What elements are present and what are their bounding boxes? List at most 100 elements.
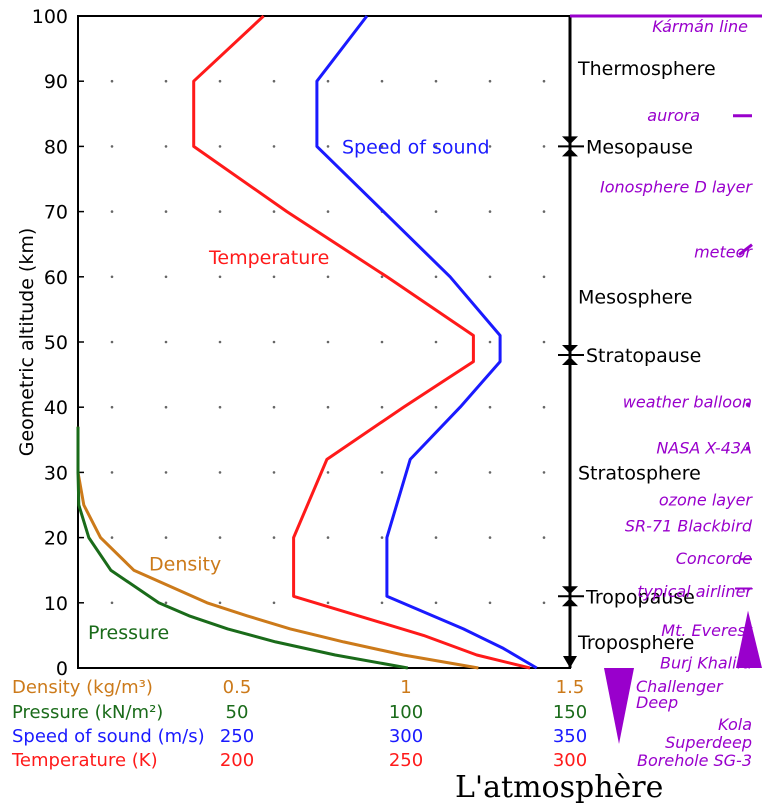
x-axis-tick-label: 50	[226, 702, 249, 723]
series-lines	[76, 14, 538, 670]
grid-dot	[488, 340, 492, 344]
layer-boundary-marker	[562, 345, 578, 366]
grid-dot	[218, 601, 222, 605]
grid-dot	[110, 405, 114, 409]
series-label-temperature: Temperature	[208, 247, 329, 269]
annotation-label: Challenger	[636, 677, 724, 696]
annotation-label: Concorde	[676, 549, 752, 568]
grid-dot	[164, 79, 168, 83]
weather-balloon-marker	[745, 402, 751, 407]
grid-dot	[164, 145, 168, 148]
layer-label: Troposphere	[577, 632, 694, 654]
grid-dot	[110, 536, 114, 539]
grid-dot	[380, 79, 384, 83]
grid-dot	[488, 471, 492, 474]
grid-dot	[272, 275, 276, 279]
grid-dot	[542, 471, 546, 474]
grid-dot	[218, 79, 222, 83]
grid-dot	[542, 79, 546, 83]
grid-dot	[542, 145, 546, 148]
grid-dot	[218, 471, 222, 474]
grid-dot	[164, 340, 168, 344]
layer-axis-arrow	[563, 656, 577, 668]
annotation-label: Kola	[718, 715, 752, 734]
grid-dot	[434, 275, 438, 279]
layer-boundary-marker	[562, 586, 578, 607]
grid-dot	[218, 340, 222, 344]
grid-dot	[542, 340, 546, 344]
grid-dots	[110, 79, 546, 605]
grid-dot	[488, 210, 492, 213]
y-tick-label: 50	[44, 332, 68, 354]
annotation-label: Mt. Everest	[661, 621, 752, 640]
grid-dot	[542, 210, 546, 213]
annotation-label: meteor	[694, 243, 753, 262]
y-tick-label: 10	[44, 593, 68, 615]
grid-dot	[380, 471, 384, 474]
grid-dot	[380, 536, 384, 539]
y-tick-label: 20	[44, 528, 68, 550]
y-axis-ticks: 0 10 20 30 40 50 60 70 80 90 100	[32, 6, 84, 680]
altitude-annotations: Kármán line aurora Ionosphere D layer meteo…	[600, 17, 762, 770]
series-labels: Temperature Speed of sound Density Pressure	[88, 136, 490, 644]
grid-dot	[110, 471, 114, 474]
layer-label: Stratopause	[586, 345, 701, 367]
grid-dot	[164, 536, 168, 539]
grid-dot	[434, 340, 438, 344]
grid-dot	[164, 275, 168, 279]
series-label-speed-of-sound: Speed of sound	[342, 136, 490, 158]
grid-dot	[380, 340, 384, 344]
series-label-pressure: Pressure	[88, 622, 169, 644]
annotation-label: Borehole SG-3	[637, 751, 752, 770]
series-line-temperature	[192, 14, 531, 670]
y-tick-label: 40	[44, 397, 68, 419]
series-label-density: Density	[149, 554, 221, 576]
grid-dot	[110, 601, 114, 605]
grid-dot	[326, 405, 330, 409]
grid-dot	[488, 145, 492, 148]
y-tick-label: 0	[56, 658, 68, 680]
x-axis-label: Pressure (kN/m²)	[12, 702, 163, 723]
grid-dot	[326, 79, 330, 83]
annotation-label: Superdeep	[665, 733, 752, 752]
grid-dot	[218, 405, 222, 409]
layer-label: Mesopause	[586, 136, 693, 158]
x43a-marker	[746, 446, 750, 451]
annotation-label: weather balloon	[623, 393, 752, 412]
grid-dot	[488, 405, 492, 409]
grid-dot	[272, 601, 276, 605]
grid-dot	[488, 536, 492, 539]
y-tick-label: 80	[44, 136, 68, 158]
annotation-label: typical airliner	[637, 582, 753, 601]
grid-dot	[272, 210, 276, 213]
x-axis-label: Speed of sound (m/s)	[12, 726, 205, 747]
grid-dot	[488, 275, 492, 279]
x-axes-legend: Density (kg/m³) 0.5 1 1.5 Pressure (kN/m²) 50…	[11, 677, 587, 771]
grid-dot	[326, 275, 330, 279]
grid-dot	[272, 536, 276, 539]
grid-dot	[326, 210, 330, 213]
annotation-label: Kármán line	[652, 17, 748, 36]
mountain-icon	[736, 610, 762, 668]
series-line-speed-of-sound	[315, 15, 538, 670]
annotation-label: NASA X-43A	[656, 438, 752, 457]
y-axis-label: Geometric altitude (km)	[16, 228, 38, 457]
grid-dot	[110, 145, 114, 148]
grid-dot	[542, 275, 546, 279]
grid-dot	[164, 601, 168, 605]
layer-boundary-marker	[562, 136, 578, 157]
grid-dot	[434, 79, 438, 83]
grid-dot	[434, 536, 438, 539]
grid-dot	[326, 340, 330, 344]
x-axis-tick-label: 350	[553, 726, 587, 747]
grid-dot	[380, 275, 384, 279]
grid-dot	[110, 340, 114, 344]
grid-dot	[434, 405, 438, 409]
layer-label: Mesosphere	[578, 286, 692, 308]
series-line-density	[76, 426, 479, 670]
grid-dot	[164, 405, 168, 409]
grid-dot	[380, 601, 384, 605]
grid-dot	[326, 536, 330, 539]
grid-dot	[434, 601, 438, 605]
